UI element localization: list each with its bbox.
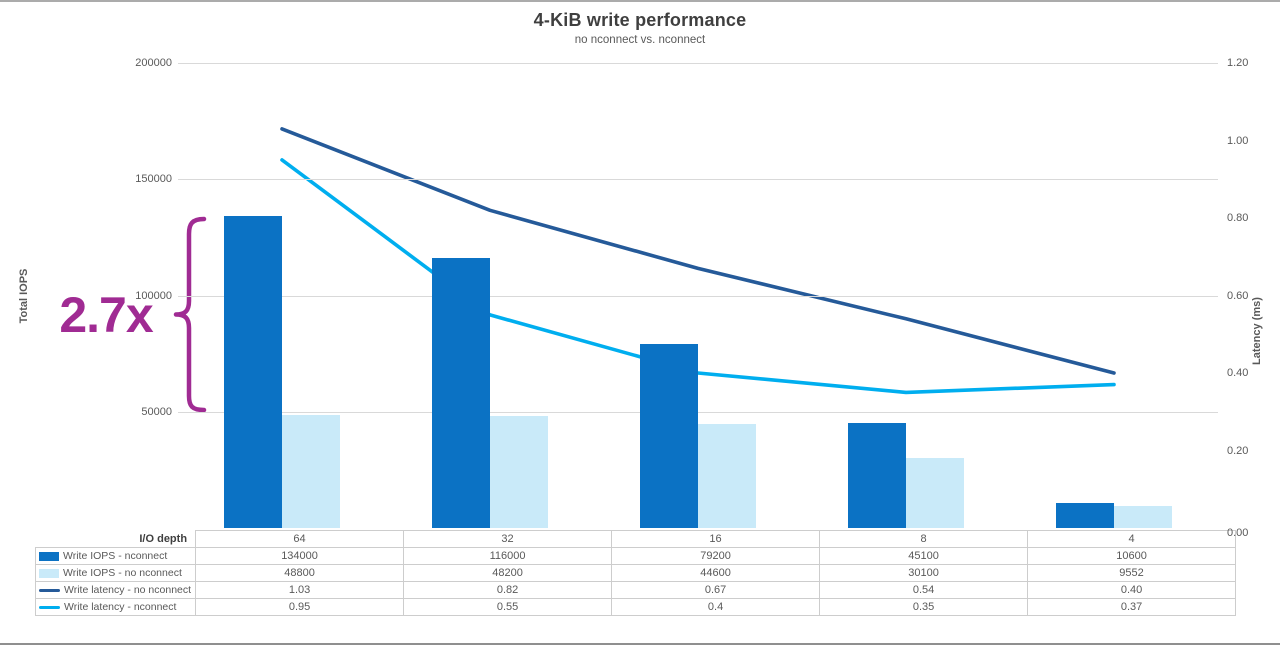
table-row: Write IOPS - no nconnect 48800 48200 44600 3… [34,564,1237,582]
legend-cell: Write latency - nconnect [34,598,197,616]
bar [1114,505,1172,528]
x-axis-category-label: 32 [403,530,613,548]
line-series [280,158,1116,395]
right-axis-tick-label: 1.00 [1227,134,1249,147]
x-axis-title: I/O depth [139,532,188,545]
bar [906,458,964,528]
x-axis-category-label: 4 [1027,530,1237,548]
series-name: Write IOPS - no nconnect [63,567,182,579]
value-cell: 45100 [819,547,1029,565]
value-cell: 10600 [1027,547,1237,565]
legend-swatch-icon [39,588,60,592]
left-axis-tick-label: 100000 [135,289,172,302]
data-table: I/O depth 64 32 16 8 4 Write IOPS - nconnect 13… [34,530,1237,616]
table-row: Write latency - nconnect 0.95 0.55 0.4 0.35 0… [34,598,1237,616]
value-cell: 0.95 [195,598,405,616]
bar [224,216,282,528]
table-row: Write latency - no nconnect 1.03 0.82 0.67 0… [34,581,1237,599]
bar [490,415,548,528]
legend-cell: Write IOPS - nconnect [34,547,197,565]
value-cell: 48800 [195,564,405,582]
value-cell: 134000 [195,547,405,565]
value-cell: 0.35 [819,598,1029,616]
table-row: Write IOPS - nconnect 134000 116000 79200 45… [34,547,1237,565]
right-axis-tick-label: 1.20 [1227,57,1249,69]
value-cell: 0.4 [611,598,821,616]
value-cell: 0.67 [611,581,821,599]
right-axis-tick-label: 0.00 [1227,527,1249,539]
gridline [178,63,1218,64]
left-axis-tick-label: 200000 [135,57,172,69]
x-axis-category-label: 64 [195,530,405,548]
left-axis-tick-label: 50000 [141,405,172,418]
series-name: Write latency - no nconnect [64,584,192,596]
value-cell: 79200 [611,547,821,565]
value-cell: 9552 [1027,564,1237,582]
value-cell: 0.40 [1027,581,1237,599]
value-cell: 44600 [611,564,821,582]
legend-swatch-icon [39,605,60,609]
legend-cell: Write latency - no nconnect [34,581,197,599]
bar [698,424,756,528]
legend-cell: Write IOPS - no nconnect [34,564,197,582]
value-cell: 116000 [403,547,613,565]
right-axis-tick-label: 0.40 [1227,367,1249,379]
gridline [178,411,1218,413]
value-cell: 30100 [819,564,1029,582]
brace-annotation [173,216,207,413]
bar [282,414,340,528]
right-axis-tick-label: 0.60 [1227,289,1249,302]
bar [640,343,698,528]
right-axis-tick-label: 0.80 [1227,212,1249,224]
value-cell: 0.82 [403,581,613,599]
right-axis-title: Latency (ms) [1251,297,1263,365]
chart-data-table: I/O depth 64 32 16 8 4 Write IOPS - nconnect 13… [34,530,1237,616]
value-cell: 0.54 [819,581,1029,599]
window-top-border [0,0,1280,2]
gridline [178,295,1218,297]
value-cell: 0.55 [403,598,613,616]
left-axis-tick-label: 150000 [135,173,172,186]
multiplier-annotation: 2.7x [59,287,153,343]
series-name: Write latency - nconnect [64,601,177,613]
right-axis-tick-label: 0.20 [1227,444,1249,457]
x-axis-category-label: 16 [611,530,821,548]
window-bottom-border [0,643,1280,645]
value-cell: 0.37 [1027,598,1237,616]
series-name: Write IOPS - nconnect [63,550,168,562]
value-cell: 1.03 [195,581,405,599]
bar [848,423,906,528]
x-axis-category-label: 8 [819,530,1029,548]
legend-swatch-icon [39,551,59,561]
line-series [280,127,1116,375]
bar [1056,503,1114,528]
gridline [178,179,1218,181]
bar [432,258,490,528]
legend-swatch-icon [39,568,59,578]
chart-title: 4-KiB write performance [533,10,747,30]
value-cell: 48200 [403,564,613,582]
chart-subtitle: no nconnect vs. nconnect [574,34,706,46]
left-axis-title: Total IOPS [18,268,30,324]
